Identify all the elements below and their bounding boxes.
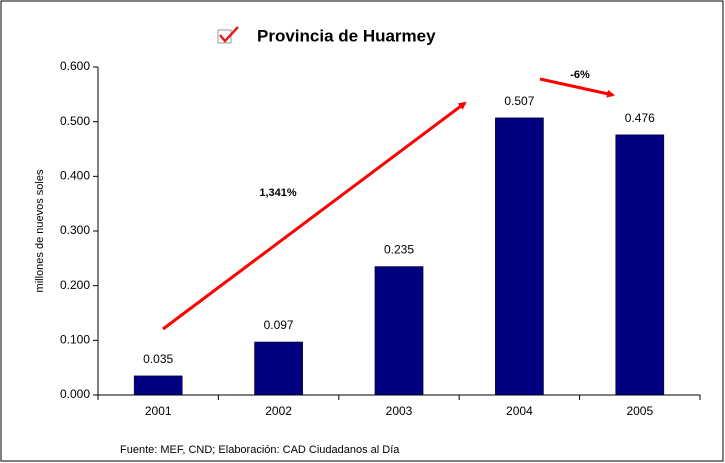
bar (615, 134, 665, 396)
data-label: 0.476 (625, 111, 655, 125)
y-axis-label: millones de nuevos soles (34, 169, 46, 292)
legend-icon (217, 26, 239, 44)
y-tick-label: 0.300 (60, 223, 90, 237)
data-label: 0.035 (143, 352, 173, 366)
bar (133, 375, 183, 396)
chart-title: Provincia de Huarmey (257, 26, 436, 45)
bar (254, 341, 303, 396)
x-tick-label: 2004 (506, 404, 533, 418)
bar (374, 266, 424, 396)
x-tick-label: 2003 (386, 404, 413, 418)
y-tick-label: 0.000 (60, 387, 90, 401)
y-tick-label: 0.100 (60, 333, 90, 347)
source: Fuente: MEF, CND; Elaboración: CAD Ciuda… (120, 444, 400, 456)
data-label: 0.097 (264, 318, 294, 332)
trend-arrow (162, 101, 467, 331)
x-tick-label: 2001 (145, 404, 172, 418)
data-label: 0.235 (384, 243, 414, 257)
bar (495, 117, 544, 396)
x-tick-label: 2005 (626, 404, 653, 418)
x-tick-label: 2002 (265, 404, 292, 418)
annotation: -6% (570, 69, 590, 81)
y-tick-label: 0.400 (60, 169, 90, 183)
y-tick-label: 0.500 (60, 114, 90, 128)
annotation: 1,341% (259, 187, 297, 199)
trend-arrow (539, 77, 615, 98)
y-tick-label: 0.600 (60, 59, 90, 73)
y-tick-label: 0.200 (60, 278, 90, 292)
data-label: 0.507 (504, 94, 534, 108)
